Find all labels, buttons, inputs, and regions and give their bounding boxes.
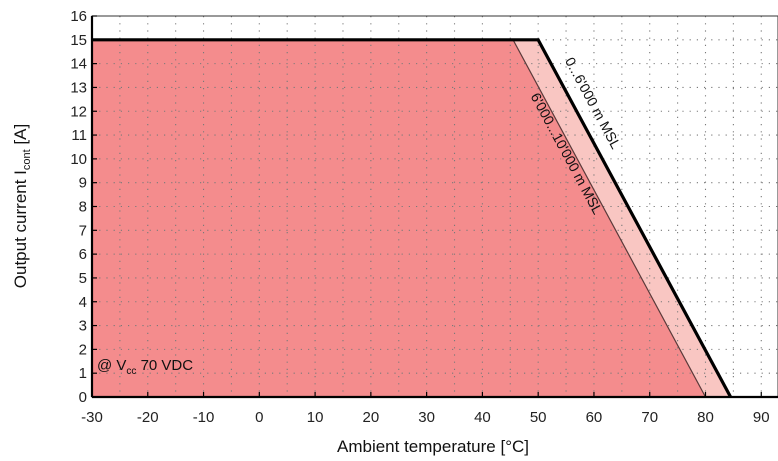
y-tick-label: 14 — [70, 56, 87, 73]
x-tick-label: -30 — [81, 409, 103, 426]
y-tick-label: 16 — [70, 8, 87, 25]
annotation-prefix: @ V — [97, 357, 126, 374]
x-tick-label: 40 — [474, 409, 491, 426]
x-tick-label: 0 — [255, 409, 263, 426]
x-tick-label: 90 — [753, 409, 770, 426]
annotation-sub: cc — [126, 366, 136, 377]
y-tick-label: 4 — [79, 294, 87, 311]
y-axis-title: Output current Icont [A] — [11, 124, 33, 288]
x-tick-label: 80 — [697, 409, 714, 426]
y-tick-label: 6 — [79, 246, 87, 263]
derating-areas — [92, 39, 731, 397]
curve-0-6000m — [92, 38, 733, 398]
y-tick-label: 9 — [79, 175, 87, 192]
y-axis-title-unit: [A] — [11, 124, 30, 150]
y-axis-title-sub: cont — [21, 149, 33, 170]
x-tick-label: 20 — [363, 409, 380, 426]
derating-curves — [92, 38, 733, 398]
x-tick-label: 30 — [418, 409, 435, 426]
x-tick-label: 60 — [586, 409, 603, 426]
y-tick-label: 8 — [79, 199, 87, 216]
x-tick-label: -20 — [137, 409, 159, 426]
x-tick-label: -10 — [193, 409, 215, 426]
x-tick-label: 70 — [641, 409, 658, 426]
grid-lines — [92, 16, 778, 397]
y-tick-label: 15 — [70, 32, 87, 49]
y-tick-label: 11 — [71, 127, 87, 144]
x-axis-title: Ambient temperature [°C] — [337, 437, 529, 456]
y-tick-label: 10 — [70, 151, 87, 168]
annotation-suffix: 70 VDC — [136, 357, 193, 374]
y-tick-label: 1 — [79, 365, 87, 382]
operating-condition-annotation: @ Vcc 70 VDC — [97, 357, 193, 377]
y-tick-label: 3 — [79, 318, 87, 335]
y-tick-label: 7 — [79, 222, 87, 239]
y-tick-label: 2 — [79, 341, 87, 358]
y-axis-title-main: Output current I — [11, 170, 30, 288]
x-axis-ticks: -30 -20 -10 0 10 20 30 40 50 60 70 80 90 — [81, 392, 770, 426]
y-tick-label: 5 — [79, 270, 87, 287]
y-tick-label: 12 — [70, 103, 87, 120]
x-tick-label: 10 — [307, 409, 324, 426]
y-tick-label: 0 — [79, 389, 87, 406]
x-tick-label: 50 — [530, 409, 547, 426]
y-tick-label: 13 — [70, 79, 87, 96]
